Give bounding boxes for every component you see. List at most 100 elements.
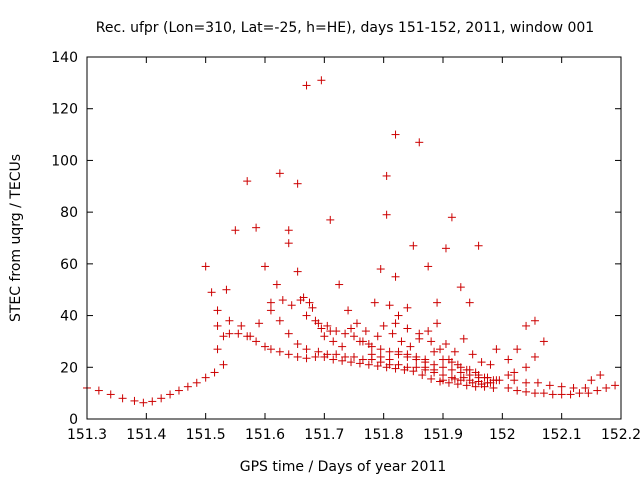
data-point	[430, 365, 439, 374]
data-point	[436, 345, 445, 354]
data-point	[459, 334, 468, 343]
data-point	[468, 350, 477, 359]
data-point	[317, 76, 326, 85]
data-point	[293, 267, 302, 276]
data-point	[94, 386, 103, 395]
data-point	[575, 389, 584, 398]
data-point	[326, 327, 335, 336]
data-point	[210, 368, 219, 377]
data-point	[385, 301, 394, 310]
data-point	[510, 368, 519, 377]
data-point	[486, 360, 495, 369]
data-point	[308, 303, 317, 312]
x-axis-label: GPS time / Days of year 2011	[240, 459, 447, 475]
data-point	[106, 390, 115, 399]
data-point	[462, 381, 471, 390]
data-point	[495, 376, 504, 385]
data-point	[450, 347, 459, 356]
x-tick-label: 152.1	[542, 427, 582, 443]
data-point	[403, 350, 412, 359]
data-point	[293, 340, 302, 349]
data-point	[225, 316, 234, 325]
data-point	[275, 347, 284, 356]
data-point	[373, 332, 382, 341]
data-point	[522, 387, 531, 396]
data-point	[252, 337, 261, 346]
data-point	[611, 381, 620, 390]
data-point	[246, 332, 255, 341]
data-point	[444, 378, 453, 387]
y-tick-label: 100	[51, 153, 78, 169]
data-point	[403, 363, 412, 372]
data-point	[530, 316, 539, 325]
data-point	[522, 378, 531, 387]
data-point	[421, 355, 430, 364]
data-point	[201, 262, 210, 271]
data-point	[376, 345, 385, 354]
data-point	[433, 319, 442, 328]
data-point	[335, 280, 344, 289]
data-point	[293, 179, 302, 188]
data-point	[350, 332, 358, 341]
data-point	[287, 301, 296, 310]
data-point	[430, 347, 439, 356]
x-axis: 151.3 151.4 151.5 151.6 151.7 151.8 151.9 152 15…	[67, 57, 640, 443]
data-point	[266, 306, 275, 315]
x-tick-label: 152	[489, 427, 516, 443]
data-point	[213, 345, 222, 354]
data-point	[447, 365, 456, 374]
data-point	[441, 244, 450, 253]
data-point	[504, 371, 513, 380]
plot-marks	[83, 76, 620, 407]
data-point	[522, 363, 531, 372]
data-point	[539, 389, 548, 398]
data-point	[418, 371, 427, 380]
data-point	[364, 340, 373, 349]
data-point	[323, 321, 332, 330]
data-point	[130, 396, 139, 405]
data-point	[415, 138, 424, 147]
data-point	[320, 332, 329, 341]
data-point	[486, 378, 495, 387]
data-point	[355, 337, 364, 346]
data-point	[433, 298, 442, 307]
y-tick-label: 0	[69, 412, 78, 428]
data-point	[539, 337, 548, 346]
data-point	[311, 316, 320, 325]
data-point	[183, 382, 192, 391]
data-point	[474, 241, 483, 250]
data-point	[219, 332, 228, 341]
chart-title: Rec. ufpr (Lon=310, Lat=-25, h=HE), days…	[96, 20, 594, 36]
data-point	[329, 337, 338, 346]
x-tick-label: 151.8	[364, 427, 404, 443]
data-point	[421, 363, 430, 372]
data-point	[510, 376, 519, 385]
data-point	[406, 342, 415, 351]
data-point	[311, 352, 320, 361]
data-point	[317, 324, 326, 333]
y-tick-label: 140	[51, 50, 78, 66]
data-point	[148, 397, 157, 406]
data-point	[391, 272, 400, 281]
data-point	[581, 383, 590, 392]
data-point	[403, 324, 412, 333]
data-point	[344, 306, 353, 315]
data-point	[557, 390, 566, 399]
data-point	[266, 298, 275, 307]
data-point	[379, 321, 388, 330]
data-point	[415, 329, 424, 338]
data-point	[569, 383, 578, 392]
data-point	[557, 382, 566, 391]
data-point	[382, 171, 391, 180]
data-point	[370, 298, 379, 307]
data-point	[388, 329, 397, 338]
data-point	[284, 329, 293, 338]
data-point	[427, 374, 436, 383]
data-point	[477, 380, 486, 389]
data-point	[439, 363, 447, 372]
data-point	[394, 347, 403, 356]
data-point	[596, 371, 605, 380]
data-point	[266, 345, 275, 354]
data-point	[261, 342, 269, 351]
data-point	[118, 394, 127, 403]
